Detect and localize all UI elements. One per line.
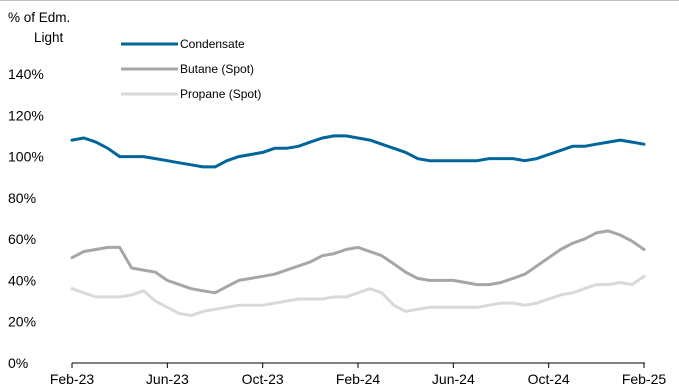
legend-label: Condensate xyxy=(180,37,245,51)
series-line-condensate xyxy=(70,134,646,169)
y-tick-label: 40% xyxy=(8,272,36,288)
y-tick-label: 20% xyxy=(8,314,36,330)
y-axis-title-line-1: % of Edm. xyxy=(8,10,70,25)
y-tick-label: 60% xyxy=(8,231,36,247)
legend-label: Propane (Spot) xyxy=(180,87,261,101)
x-tick-label: Oct-24 xyxy=(528,371,570,387)
x-tick-label: Jun-24 xyxy=(432,371,475,387)
series-line-propane-spot xyxy=(70,274,646,317)
y-axis-tick-labels: 0% 20% 40% 60% 80% 100% 120% 140% xyxy=(8,66,44,371)
series-line-butane-spot xyxy=(70,229,646,295)
legend-label: Butane (Spot) xyxy=(180,62,254,76)
legend: Condensate Butane (Spot) Propane (Spot) xyxy=(121,37,261,101)
x-tick-label: Feb-23 xyxy=(50,371,95,387)
x-axis xyxy=(71,362,645,368)
y-tick-label: 80% xyxy=(8,190,36,206)
y-tick-label: 0% xyxy=(8,355,28,371)
x-tick-label: Oct-23 xyxy=(242,371,284,387)
y-tick-label: 140% xyxy=(8,66,44,82)
x-tick-label: Feb-25 xyxy=(622,371,667,387)
y-tick-label: 120% xyxy=(8,107,44,123)
x-axis-tick-labels: Feb-23 Jun-23 Oct-23 Feb-24 Jun-24 Oct-24 Feb-… xyxy=(50,371,667,387)
y-tick-label: 100% xyxy=(8,149,44,165)
y-axis-title: % of Edm. Light xyxy=(8,10,70,45)
series-lines xyxy=(70,134,646,317)
x-tick-label: Jun-23 xyxy=(146,371,189,387)
x-tick-label: Feb-24 xyxy=(336,371,381,387)
top-border-rule xyxy=(0,0,679,1)
y-axis-title-line-2: Light xyxy=(34,30,64,45)
